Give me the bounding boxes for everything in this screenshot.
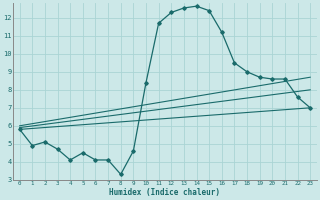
X-axis label: Humidex (Indice chaleur): Humidex (Indice chaleur) [109, 188, 220, 197]
